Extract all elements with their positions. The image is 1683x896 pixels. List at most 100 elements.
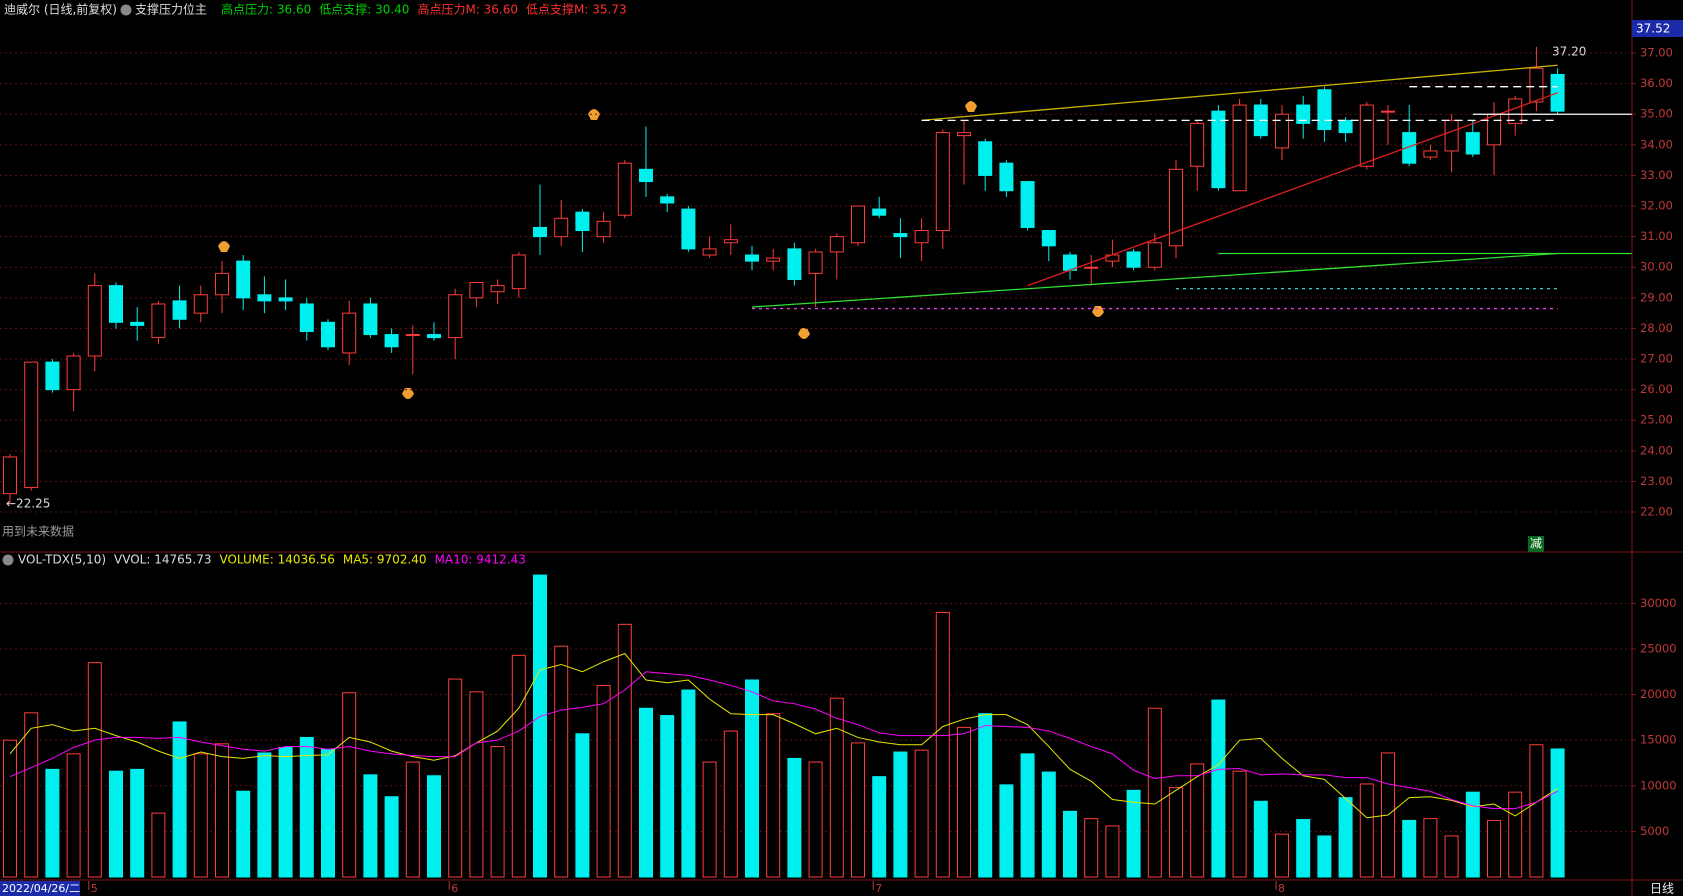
volume-bar <box>469 691 484 878</box>
volume-bar <box>384 796 399 878</box>
hand-marker <box>798 328 810 339</box>
volume-bar <box>533 574 547 878</box>
min-label: ←22.25 <box>6 497 50 511</box>
candle-body <box>1020 181 1035 228</box>
candle-body <box>639 168 653 183</box>
trend-line <box>1027 92 1558 287</box>
trend-line <box>921 64 1558 121</box>
period: 日线 <box>1650 882 1674 896</box>
volume-bar <box>575 733 590 878</box>
candle-body <box>3 456 17 495</box>
header-item: 低点支撑M: 35.73 <box>526 2 627 17</box>
volume-bar <box>1253 800 1268 878</box>
candle-body <box>448 294 463 339</box>
candle-body <box>130 321 145 326</box>
volume-bar <box>1232 770 1247 878</box>
candle-body <box>511 254 526 290</box>
candle-body <box>236 260 251 299</box>
volume-bar <box>1402 819 1417 878</box>
candle-body <box>575 211 590 232</box>
candle-body <box>1147 242 1162 268</box>
candle-body <box>1423 150 1438 158</box>
volume-bar <box>639 707 653 878</box>
candle-body <box>829 236 844 253</box>
header-item: 高点压力M: 36.60 <box>417 2 518 17</box>
volume-bar <box>24 712 39 878</box>
indicator-icon[interactable] <box>120 4 132 16</box>
candle-body <box>45 361 60 391</box>
candle-body <box>745 254 759 262</box>
volume-bar <box>596 684 611 878</box>
candle-body <box>151 303 166 339</box>
volume-bar <box>1423 818 1438 878</box>
volume-bar <box>1465 791 1480 878</box>
candle-body <box>299 303 314 333</box>
chart-title: 迪威尔 (日线,前复权) <box>4 2 117 17</box>
volume-bar <box>236 790 251 878</box>
candle-body <box>278 297 293 302</box>
volume-bar <box>681 689 696 878</box>
candle-body <box>215 272 229 296</box>
candle-body <box>766 257 781 262</box>
volume-bar <box>1190 763 1205 878</box>
date-bg <box>0 881 80 896</box>
volume-bar <box>1126 789 1141 878</box>
candle-body <box>257 294 272 302</box>
x-tick-label: 2022/04/26/二 <box>2 882 80 895</box>
candle-body <box>1275 113 1289 149</box>
ma-line <box>9 652 1558 819</box>
volume-bar <box>1063 810 1077 878</box>
volume-bar <box>766 713 781 878</box>
volume-bar <box>1105 825 1120 878</box>
candle-body <box>808 251 823 274</box>
candle-body <box>109 285 123 323</box>
candle-body <box>957 132 971 137</box>
candle-body <box>533 226 547 238</box>
volume-bar <box>215 743 229 878</box>
y-tick-label: 35.00 <box>1640 107 1673 121</box>
candle-body <box>1465 132 1480 155</box>
candle-body <box>66 355 81 391</box>
y-tick-label: 25000 <box>1640 641 1677 655</box>
volume-bar <box>1084 818 1099 878</box>
volume-bar <box>935 611 950 878</box>
volume-bar <box>321 748 335 878</box>
y-tick-label: 27.00 <box>1640 352 1673 366</box>
volume-bar <box>1147 707 1162 878</box>
hand-marker <box>965 101 977 112</box>
candle-body <box>405 334 420 337</box>
candle-body <box>723 239 738 244</box>
indicator-icon[interactable] <box>2 554 14 566</box>
y-tick-label: 32.00 <box>1640 199 1673 213</box>
volume-bar <box>278 746 293 878</box>
volume-bar <box>448 678 463 878</box>
volume-bar <box>511 654 526 878</box>
candle-body <box>1487 113 1501 146</box>
volume-bar <box>363 774 378 878</box>
candle-body <box>1041 230 1056 247</box>
y-tick-label: 23.00 <box>1640 474 1673 488</box>
header-item: MA10: 9412.43 <box>435 553 526 567</box>
volume-bar <box>1020 753 1035 878</box>
y-tick-label: 28.00 <box>1640 321 1673 335</box>
volume-bar <box>87 662 102 878</box>
volume-bar <box>45 768 60 878</box>
candle-body <box>1232 104 1247 192</box>
candle-body <box>490 285 505 293</box>
candle-body <box>617 162 632 216</box>
candle-body <box>1296 104 1311 124</box>
volume-bar <box>1508 791 1523 878</box>
y-tick-label: 29.00 <box>1640 290 1673 304</box>
x-tick-label: 7 <box>875 882 882 895</box>
hand-marker <box>218 241 230 252</box>
x-tick-label: 8 <box>1278 882 1285 895</box>
volume-bar <box>1211 699 1226 878</box>
hand-marker <box>588 109 600 120</box>
y-tick-label: 30000 <box>1640 596 1677 610</box>
indicator-name: 支撑压力位主 <box>135 2 207 17</box>
candle-body <box>872 208 887 216</box>
candle-body <box>702 248 717 256</box>
candle-body <box>914 230 929 244</box>
x-tick-label: 6 <box>451 882 458 895</box>
